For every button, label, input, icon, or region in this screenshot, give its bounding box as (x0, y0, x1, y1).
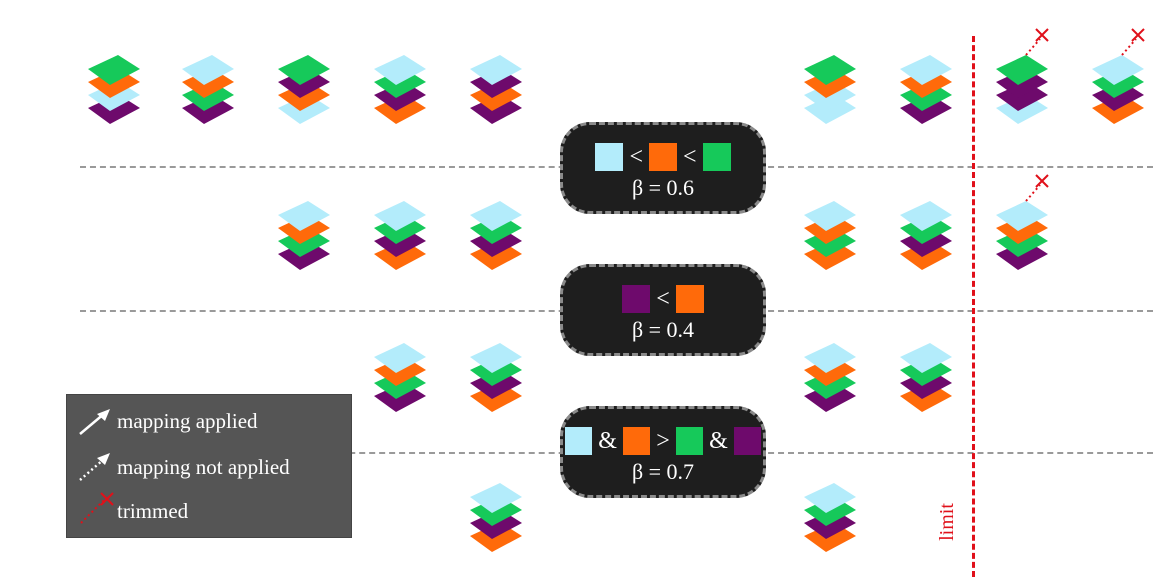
layer-stack (470, 343, 522, 412)
color-swatch-green (702, 143, 731, 171)
color-swatch-light-blue (565, 427, 593, 455)
rule-expression-1: < < (563, 143, 763, 171)
rule-expression-3: & > & (563, 427, 763, 455)
legend-trimmed-label: trimmed (117, 499, 189, 523)
color-swatch-orange (675, 285, 704, 313)
limit-label: limit (936, 503, 958, 541)
rule-box-3: & > & β = 0.7 (560, 406, 766, 498)
color-swatch-light-blue (595, 143, 624, 171)
trim-cross-icon (1035, 28, 1049, 42)
trim-line (1121, 38, 1137, 56)
layer-stack (996, 174, 1049, 270)
trimmed-cross-icon (80, 492, 114, 524)
layer-light-blue (470, 55, 522, 85)
layer-light-blue (804, 483, 856, 513)
rule-box-2: < β = 0.4 (560, 264, 766, 356)
beta-value-2: β = 0.4 (631, 317, 695, 342)
layer-light-blue (278, 201, 330, 231)
layer-stack (900, 343, 952, 412)
layer-green (278, 55, 330, 85)
layer-light-blue (470, 483, 522, 513)
layer-light-blue (374, 343, 426, 373)
color-swatch-orange (622, 427, 651, 455)
layer-light-blue (374, 55, 426, 85)
layer-stack (900, 55, 952, 124)
operator: < (683, 144, 697, 170)
layer-light-blue (900, 55, 952, 85)
rule-expression-2: < (563, 285, 763, 313)
operator: < (656, 286, 670, 312)
layer-stack (470, 483, 522, 552)
layer-stack (278, 55, 330, 124)
layer-light-blue (470, 201, 522, 231)
beta-value-3: β = 0.7 (631, 459, 695, 484)
layer-light-blue (182, 55, 234, 85)
layer-green (804, 55, 856, 85)
layer-light-blue (470, 343, 522, 373)
limit-line (972, 36, 975, 577)
layer-stack (804, 343, 856, 412)
operator: & (598, 428, 617, 454)
layer-light-blue (900, 201, 952, 231)
dotted-arrow-icon (79, 453, 110, 481)
trim-cross-icon (1035, 174, 1049, 188)
layer-light-blue (996, 201, 1048, 231)
layer-stack (900, 201, 952, 270)
color-swatch-purple (733, 427, 762, 455)
layer-stack (804, 201, 856, 270)
layer-stack (996, 28, 1049, 124)
layer-light-blue (1092, 55, 1144, 85)
layer-stack (1092, 28, 1145, 124)
layer-stack (374, 201, 426, 270)
layer-stack (374, 55, 426, 124)
layer-stack (804, 55, 856, 124)
layer-stack (88, 55, 140, 124)
layer-stack (182, 55, 234, 124)
operator: & (709, 428, 728, 454)
layer-green (88, 55, 140, 85)
legend: mapping applied mapping not applied trim… (66, 394, 352, 538)
color-swatch-orange (649, 143, 677, 171)
legend-applied-label: mapping applied (117, 409, 258, 433)
layer-light-blue (804, 343, 856, 373)
layer-stack (470, 55, 522, 124)
trim-cross-icon (1131, 28, 1145, 42)
beta-value-1: β = 0.6 (631, 175, 695, 200)
legend-not-applied-label: mapping not applied (117, 455, 290, 479)
layer-light-blue (374, 201, 426, 231)
layer-stack (470, 201, 522, 270)
layer-light-blue (804, 201, 856, 231)
color-swatch-purple (622, 285, 651, 313)
trim-line (1025, 184, 1041, 202)
solid-arrow-icon (79, 409, 110, 435)
layer-stack (374, 343, 426, 412)
color-swatch-green (675, 427, 704, 455)
layer-stack (804, 483, 856, 552)
stacks-layer (88, 28, 1145, 552)
operator: < (629, 144, 643, 170)
layer-green (996, 55, 1048, 85)
layer-stack (278, 201, 330, 270)
operator: > (656, 428, 670, 454)
trim-line (1025, 38, 1041, 56)
layer-light-blue (900, 343, 952, 373)
rule-box-1: < < β = 0.6 (560, 122, 766, 214)
